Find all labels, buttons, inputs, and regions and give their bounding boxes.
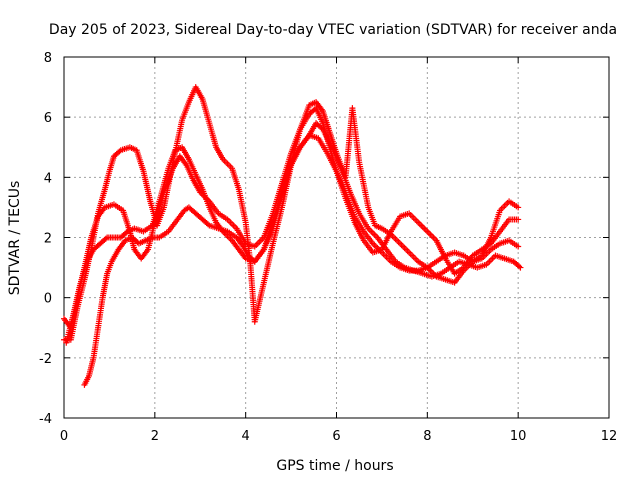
x-tick-label: 10 [510, 429, 527, 444]
y-tick-label: 2 [44, 232, 52, 247]
series-track-1 [61, 105, 522, 331]
y-axis-ticks: -4 -2 0 2 4 6 8 [39, 51, 609, 427]
data-point-marker [515, 243, 522, 250]
data-point-marker [318, 124, 325, 131]
data-point-marker [123, 229, 130, 236]
data-point-marker [515, 216, 522, 223]
y-axis-label: SDTVAR / TECUs [7, 181, 23, 296]
x-axis-label: GPS time / hours [276, 458, 393, 474]
data-point-marker [116, 148, 123, 155]
data-points [61, 84, 524, 388]
y-tick-label: -4 [39, 412, 52, 427]
series-track-4 [81, 120, 524, 388]
data-point-marker [516, 263, 523, 270]
y-tick-label: 6 [44, 111, 52, 126]
y-tick-label: 8 [44, 51, 52, 66]
data-point-marker [204, 221, 211, 228]
y-tick-label: 0 [44, 292, 52, 307]
data-point-marker [102, 235, 109, 242]
x-tick-label: 12 [601, 429, 618, 444]
data-point-marker [515, 204, 522, 211]
data-point-marker [517, 264, 524, 271]
x-tick-label: 2 [151, 429, 159, 444]
grid-lines [64, 57, 609, 418]
x-tick-label: 0 [60, 429, 68, 444]
y-tick-label: -2 [39, 352, 52, 367]
x-tick-label: 4 [242, 429, 250, 444]
series-track-2 [61, 84, 522, 343]
x-axis-ticks: 0 2 4 6 8 10 12 [60, 57, 617, 444]
y-tick-label: 4 [44, 171, 52, 186]
x-tick-label: 8 [423, 429, 431, 444]
chart-title: Day 205 of 2023, Sidereal Day-to-day VTE… [49, 22, 617, 38]
x-tick-label: 6 [332, 429, 340, 444]
